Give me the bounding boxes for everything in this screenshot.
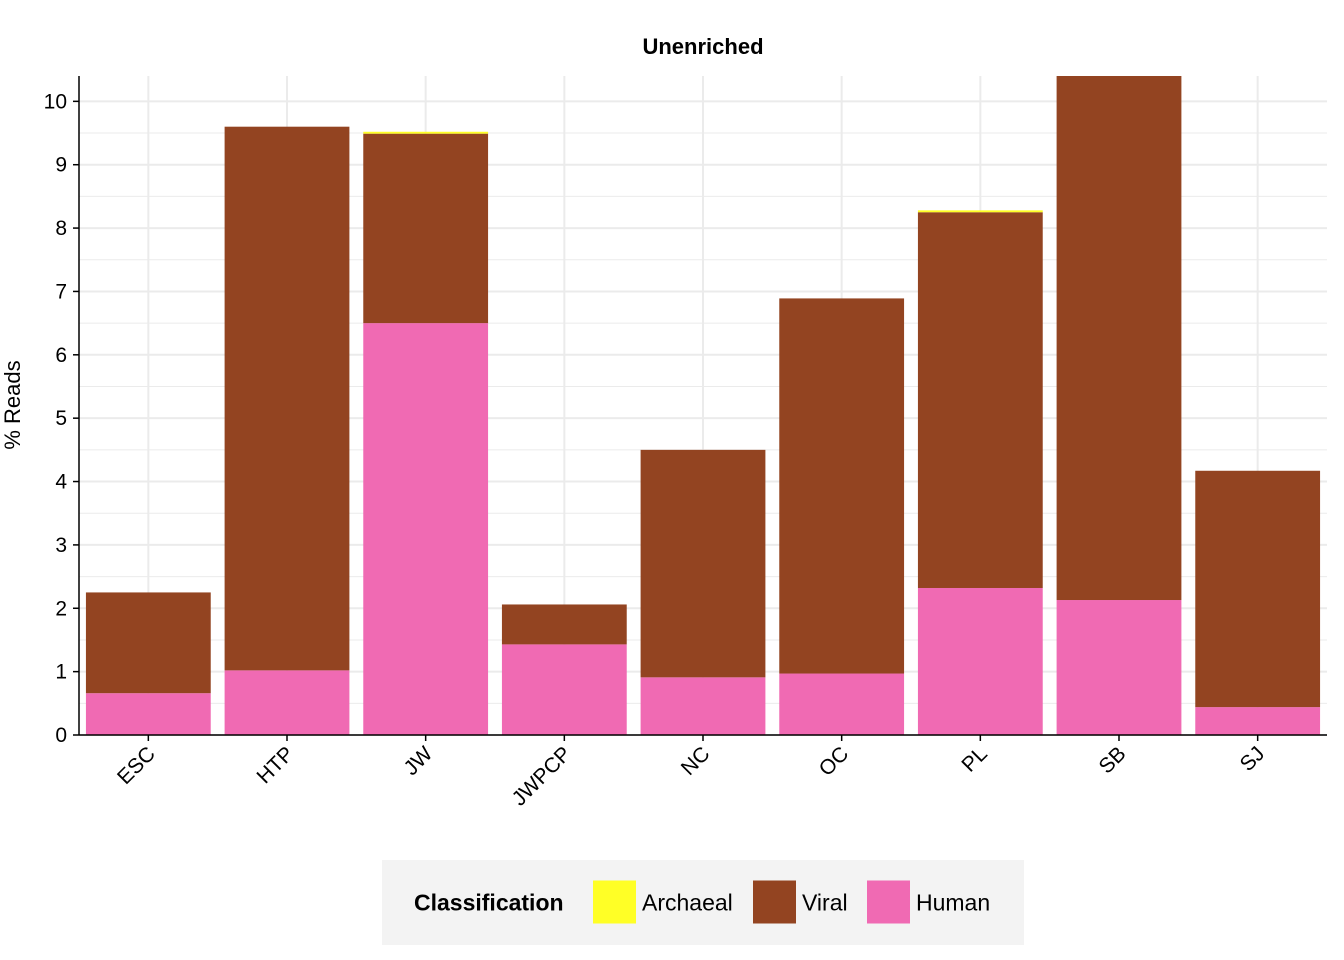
- legend-background: [382, 860, 1024, 945]
- legend-label-viral: Viral: [802, 890, 848, 916]
- y-tick-label: 7: [55, 280, 67, 303]
- bar-jw-archaeal: [363, 131, 489, 134]
- bar-pl-viral: [917, 212, 1043, 588]
- bar-jwpcp-human: [501, 644, 627, 735]
- x-tick-label: JW: [399, 742, 437, 780]
- bar-jw-human: [363, 323, 489, 735]
- legend-label-human: Human: [916, 890, 990, 916]
- x-tick-label: PL: [957, 742, 991, 776]
- y-tick-label: 0: [55, 724, 67, 747]
- y-tick-label: 2: [55, 597, 67, 620]
- y-tick-label: 4: [55, 471, 67, 494]
- bar-jwpcp-viral: [501, 604, 627, 645]
- bar-sj-viral: [1195, 470, 1321, 708]
- bar-sj-human: [1195, 707, 1321, 735]
- legend-swatch-viral: [753, 880, 796, 924]
- x-tick-label: SB: [1094, 742, 1130, 778]
- bar-oc-human: [779, 673, 905, 735]
- chart-title: Unenriched: [642, 34, 763, 59]
- bar-nc-viral: [640, 449, 766, 678]
- bar-htp-human: [224, 670, 350, 735]
- bar-nc-human: [640, 677, 766, 735]
- y-tick-label: 6: [55, 344, 67, 367]
- y-axis-title: % Reads: [0, 360, 25, 449]
- bar-sb-human: [1056, 600, 1182, 735]
- x-tick-label: ESC: [113, 742, 160, 789]
- legend-swatch-archaeal: [593, 880, 636, 924]
- x-tick-label: HTP: [253, 742, 299, 788]
- bars: [85, 76, 1321, 735]
- legend: Classification Archaeal Viral Human: [382, 860, 1024, 945]
- legend-label-archaeal: Archaeal: [642, 890, 733, 916]
- bar-sb-viral: [1056, 76, 1182, 601]
- y-tick-label: 1: [55, 661, 67, 684]
- x-tick-label: JWPCP: [508, 742, 576, 810]
- bar-jw-viral: [363, 133, 489, 324]
- y-tick-label: 5: [55, 407, 67, 430]
- bar-htp-viral: [224, 126, 350, 671]
- bar-esc-viral: [85, 592, 211, 694]
- bar-pl-archaeal: [917, 210, 1043, 213]
- y-tick-label: 9: [55, 154, 67, 177]
- bar-pl-human: [917, 587, 1043, 735]
- x-tick-label: NC: [677, 742, 715, 780]
- x-tick-label: SJ: [1236, 742, 1270, 776]
- x-tick-label: OC: [815, 742, 854, 781]
- legend-swatch-human: [867, 880, 910, 924]
- bar-esc-human: [85, 693, 211, 735]
- bar-oc-viral: [779, 298, 905, 674]
- legend-title: Classification: [414, 890, 564, 916]
- y-tick-label: 3: [55, 534, 67, 557]
- y-tick-label: 8: [55, 217, 67, 240]
- y-tick-label: 10: [44, 90, 67, 113]
